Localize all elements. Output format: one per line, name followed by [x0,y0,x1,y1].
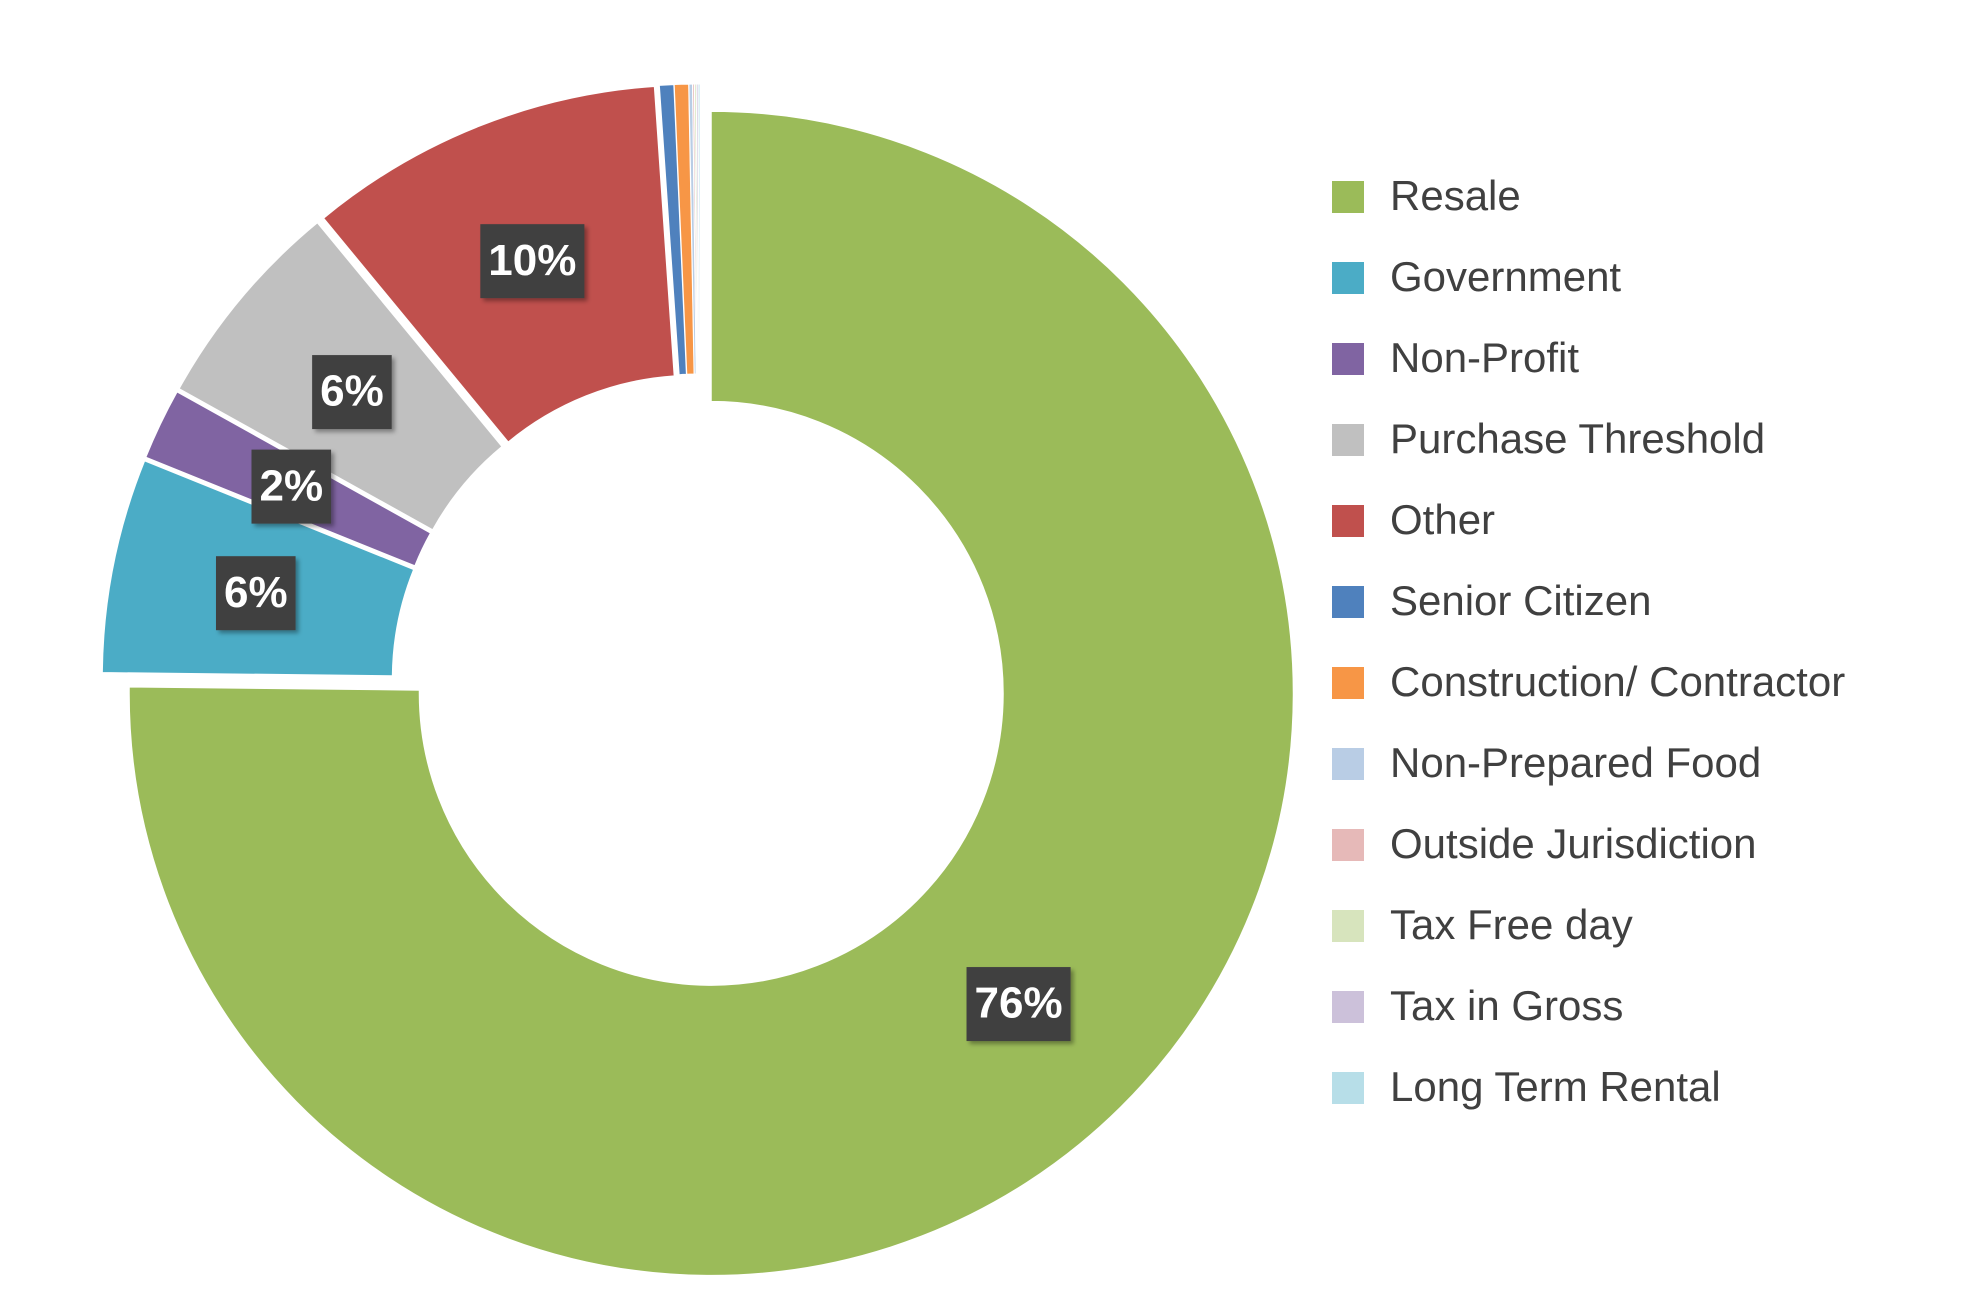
legend-swatch [1332,343,1364,375]
legend-label: Senior Citizen [1390,577,1651,624]
data-label: 76% [975,979,1063,1028]
legend-swatch [1332,262,1364,294]
data-label-box [215,556,296,631]
data-label: 2% [259,461,323,510]
legend-label: Non-Prepared Food [1390,739,1761,786]
legend: Resale Government Non-Profit Purchase Thres… [1332,172,1845,1110]
data-label-box [251,449,332,524]
slice [697,83,701,375]
legend-label: Other [1390,496,1495,543]
legend-swatch [1332,667,1364,699]
legend-label: Tax in Gross [1390,982,1623,1029]
legend-label: Construction/ Contractor [1390,658,1845,705]
legend-label: Non-Profit [1390,334,1579,381]
data-label: 6% [224,568,288,617]
legend-swatch [1332,748,1364,780]
legend-swatch [1332,991,1364,1023]
data-label: 6% [320,367,384,416]
data-label-box [312,355,392,430]
legend-swatch [1332,1072,1364,1104]
legend-label: Resale [1390,172,1521,219]
legend-label: Tax Free day [1390,901,1633,948]
legend-label: Outside Jurisdiction [1390,820,1757,867]
donut [101,83,1294,1276]
data-labels: 76% 6% 2% 6% 10% [215,224,1071,1042]
legend-swatch [1332,505,1364,537]
legend-swatch [1332,829,1364,861]
legend-label: Government [1390,253,1621,300]
legend-label: Purchase Threshold [1390,415,1765,462]
legend-swatch [1332,424,1364,456]
legend-swatch [1332,910,1364,942]
data-label: 10% [488,236,576,285]
legend-swatch [1332,181,1364,213]
legend-swatch [1332,586,1364,618]
data-label-box [480,224,585,299]
legend-label: Long Term Rental [1390,1063,1721,1110]
data-label-box [966,967,1071,1042]
